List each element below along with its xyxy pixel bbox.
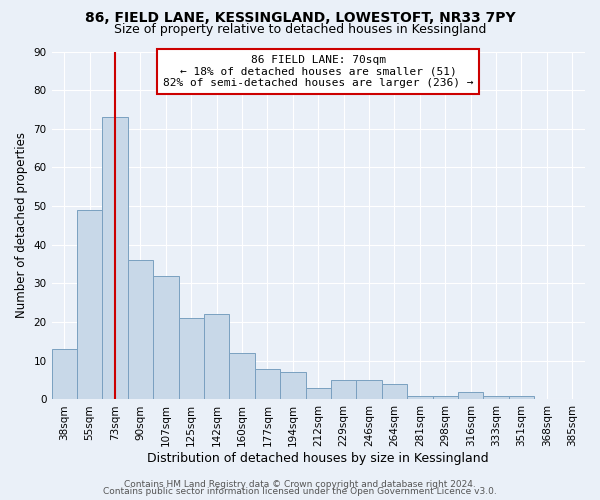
Bar: [433, 396, 458, 400]
Bar: [179, 318, 204, 400]
Bar: [305, 388, 331, 400]
Y-axis label: Number of detached properties: Number of detached properties: [15, 132, 28, 318]
Bar: [255, 368, 280, 400]
Bar: [509, 396, 534, 400]
X-axis label: Distribution of detached houses by size in Kessingland: Distribution of detached houses by size …: [148, 452, 489, 465]
Bar: [77, 210, 103, 400]
Text: Contains HM Land Registry data © Crown copyright and database right 2024.: Contains HM Land Registry data © Crown c…: [124, 480, 476, 489]
Text: 86, FIELD LANE, KESSINGLAND, LOWESTOFT, NR33 7PY: 86, FIELD LANE, KESSINGLAND, LOWESTOFT, …: [85, 11, 515, 25]
Bar: [356, 380, 382, 400]
Bar: [484, 396, 509, 400]
Bar: [103, 117, 128, 400]
Bar: [128, 260, 153, 400]
Bar: [52, 349, 77, 400]
Text: Contains public sector information licensed under the Open Government Licence v3: Contains public sector information licen…: [103, 488, 497, 496]
Text: Size of property relative to detached houses in Kessingland: Size of property relative to detached ho…: [114, 24, 486, 36]
Bar: [280, 372, 305, 400]
Bar: [153, 276, 179, 400]
Bar: [382, 384, 407, 400]
Bar: [407, 396, 433, 400]
Bar: [204, 314, 229, 400]
Bar: [229, 353, 255, 400]
Text: 86 FIELD LANE: 70sqm
← 18% of detached houses are smaller (51)
82% of semi-detac: 86 FIELD LANE: 70sqm ← 18% of detached h…: [163, 55, 473, 88]
Bar: [331, 380, 356, 400]
Bar: [458, 392, 484, 400]
